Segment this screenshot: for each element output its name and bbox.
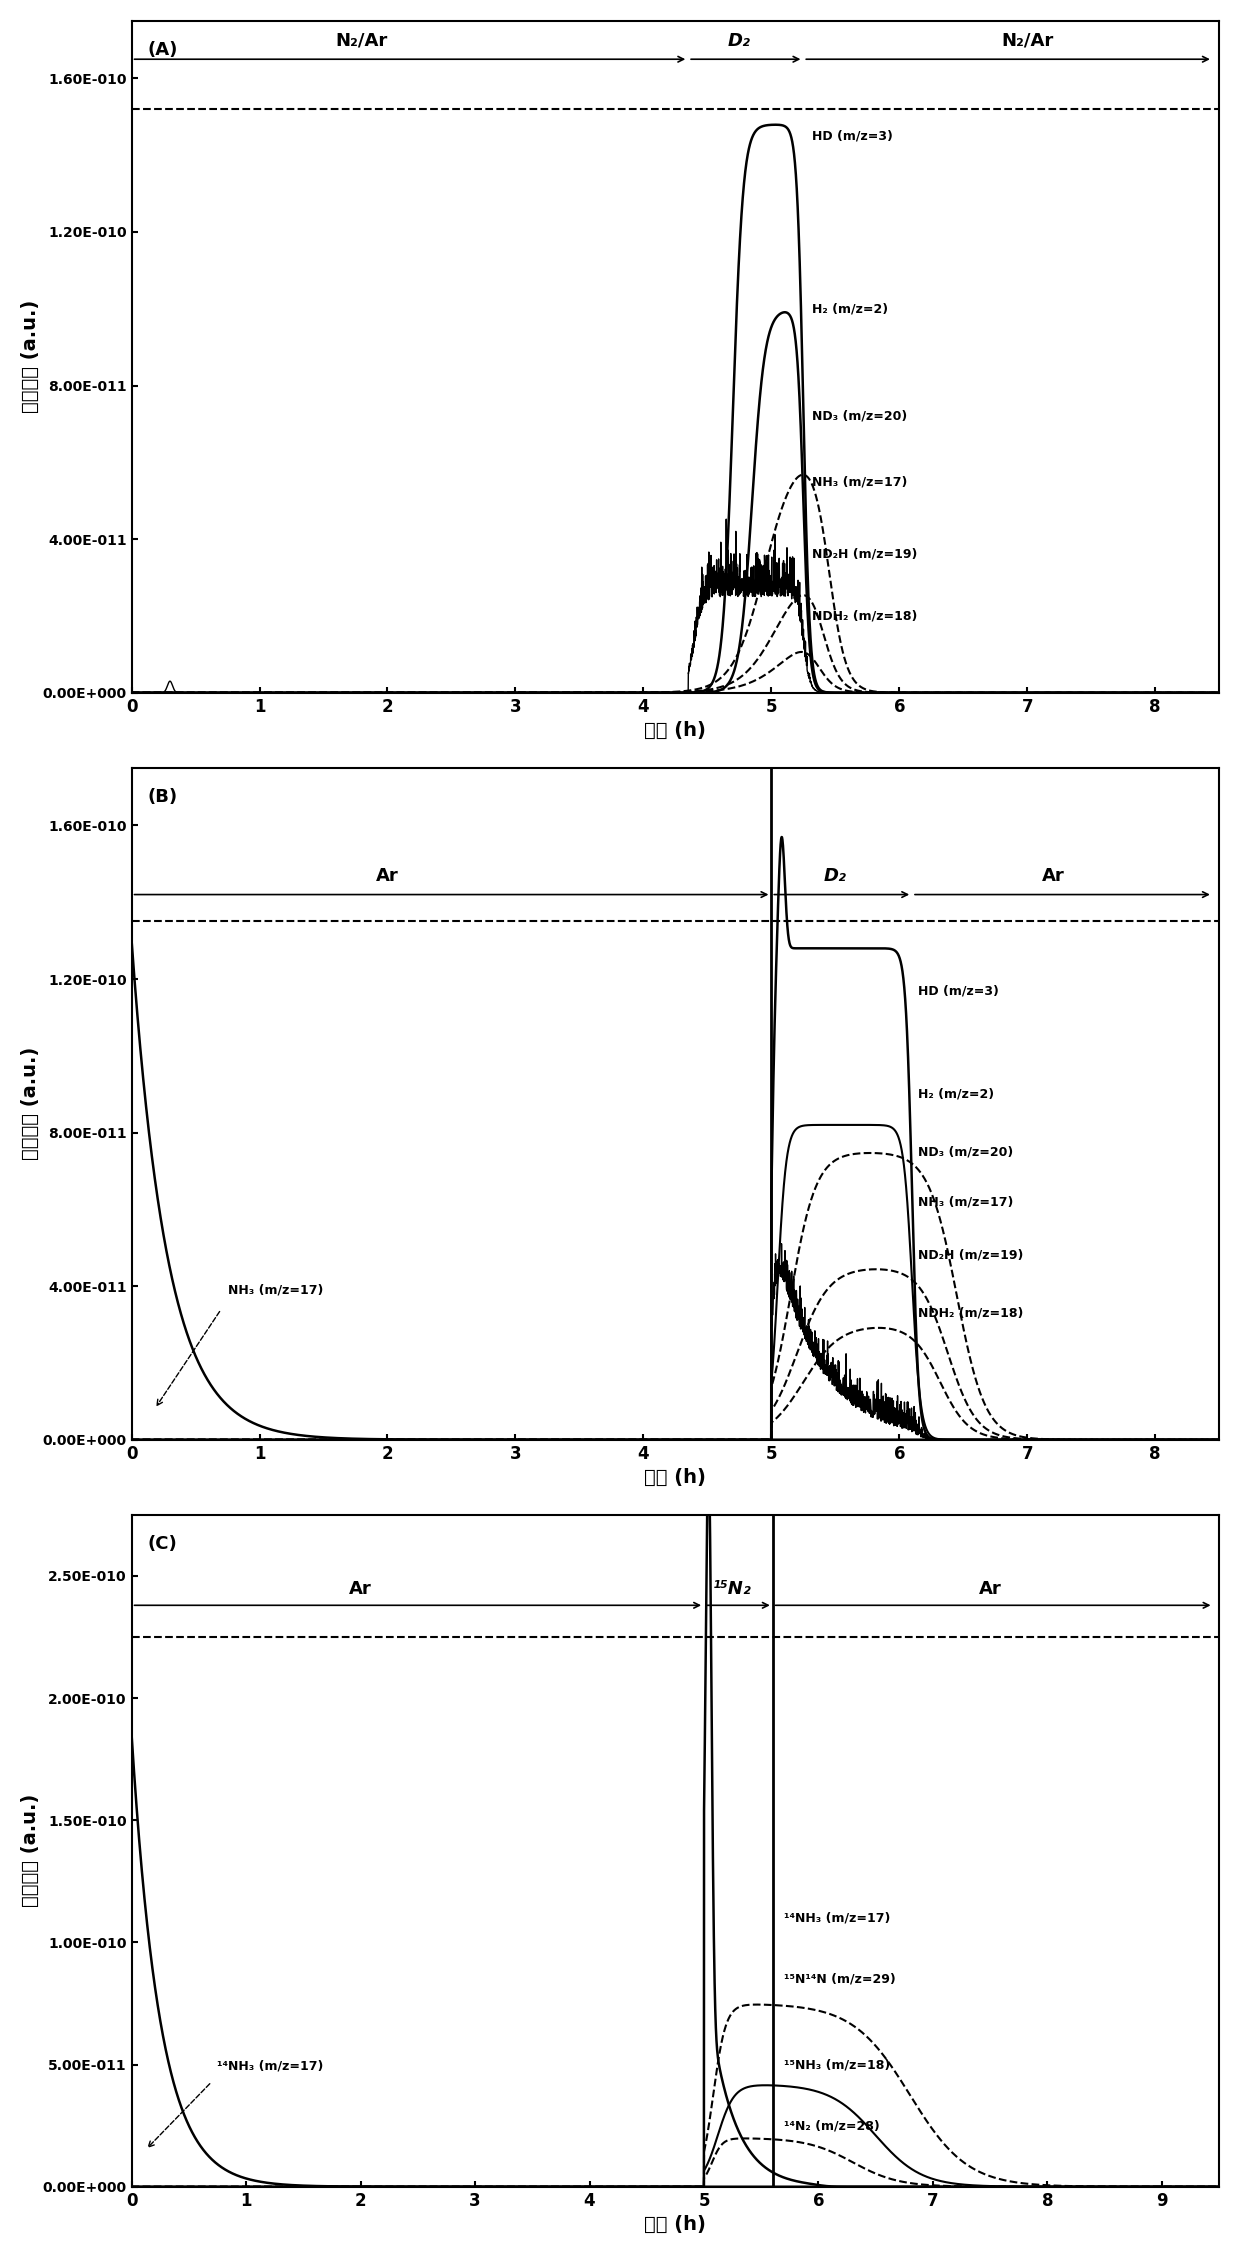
Text: ND₂H (m/z=19): ND₂H (m/z=19) [812,548,918,561]
Text: N₂/Ar: N₂/Ar [1001,32,1053,50]
Y-axis label: 质谱强度 (a.u.): 质谱强度 (a.u.) [21,300,40,413]
Text: (B): (B) [148,787,179,805]
Text: ¹⁵N¹⁴N (m/z=29): ¹⁵N¹⁴N (m/z=29) [784,1973,895,1987]
Text: ¹⁴NH₃ (m/z=17): ¹⁴NH₃ (m/z=17) [217,2059,324,2072]
Text: ¹⁵NH₃ (m/z=18): ¹⁵NH₃ (m/z=18) [784,2059,890,2070]
Text: Ar: Ar [376,866,399,884]
X-axis label: 时间 (h): 时间 (h) [645,722,707,740]
Text: ND₂H (m/z=19): ND₂H (m/z=19) [919,1249,1024,1263]
Text: Ar: Ar [978,1581,1002,1599]
Text: ¹⁴NH₃ (m/z=17): ¹⁴NH₃ (m/z=17) [784,1912,890,1924]
Y-axis label: 质谱强度 (a.u.): 质谱强度 (a.u.) [21,1046,40,1161]
Text: NDH₂ (m/z=18): NDH₂ (m/z=18) [812,609,918,622]
Text: H₂ (m/z=2): H₂ (m/z=2) [919,1087,994,1100]
Text: (C): (C) [148,1536,177,1554]
Text: ¹⁵N₂: ¹⁵N₂ [713,1581,751,1599]
Text: Ar: Ar [1042,866,1064,884]
Text: D₂: D₂ [728,32,750,50]
Text: N₂/Ar: N₂/Ar [336,32,388,50]
Text: (A): (A) [148,41,179,59]
Text: NH₃ (m/z=17): NH₃ (m/z=17) [919,1195,1014,1209]
Text: NDH₂ (m/z=18): NDH₂ (m/z=18) [919,1306,1024,1319]
Text: HD (m/z=3): HD (m/z=3) [812,129,893,142]
Text: ND₃ (m/z=20): ND₃ (m/z=20) [812,410,908,422]
Text: HD (m/z=3): HD (m/z=3) [919,983,999,997]
X-axis label: 时间 (h): 时间 (h) [645,1468,707,1486]
X-axis label: 时间 (h): 时间 (h) [645,2214,707,2235]
Y-axis label: 质谱强度 (a.u.): 质谱强度 (a.u.) [21,1795,40,1908]
Text: NH₃ (m/z=17): NH₃ (m/z=17) [812,476,908,487]
Text: Ar: Ar [350,1581,372,1599]
Text: D₂: D₂ [823,866,847,884]
Text: ¹⁴N₂ (m/z=28): ¹⁴N₂ (m/z=28) [784,2120,880,2133]
Text: NH₃ (m/z=17): NH₃ (m/z=17) [228,1283,322,1297]
Text: ND₃ (m/z=20): ND₃ (m/z=20) [919,1146,1014,1159]
Text: H₂ (m/z=2): H₂ (m/z=2) [812,302,888,316]
